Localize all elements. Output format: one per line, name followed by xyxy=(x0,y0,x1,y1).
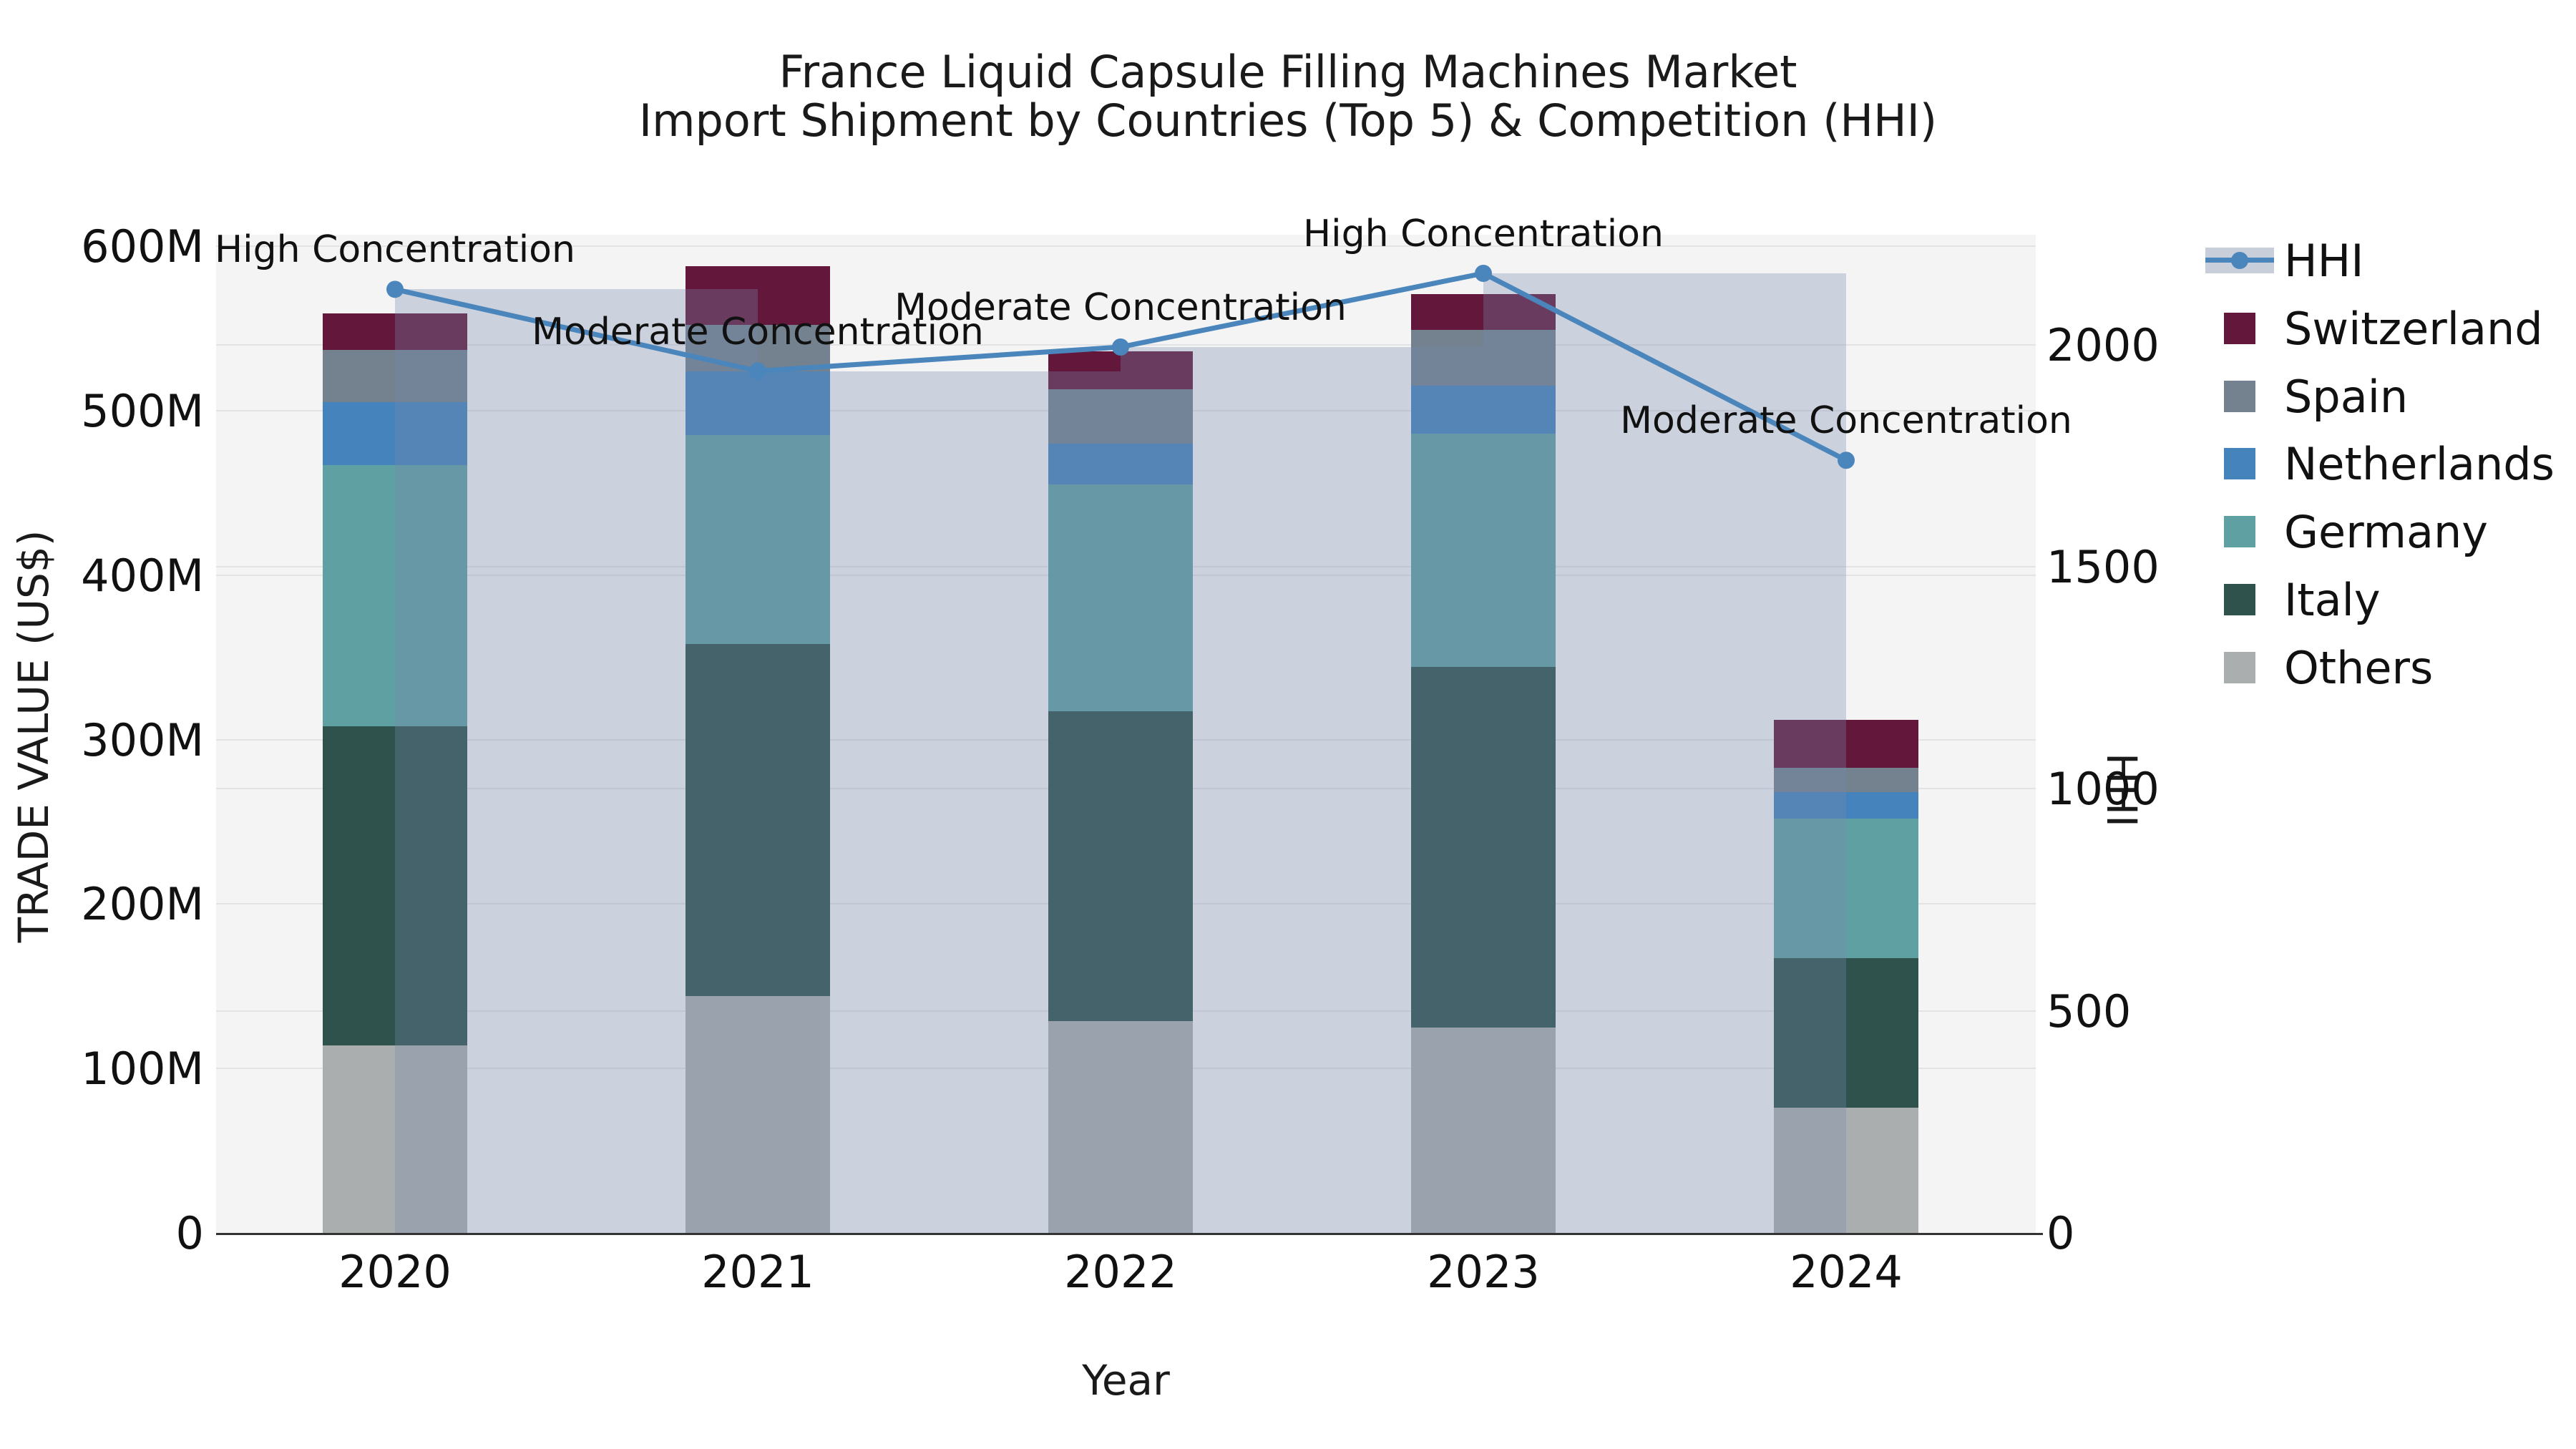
legend-swatch-others xyxy=(2224,651,2255,683)
hhi-marker-2024 xyxy=(1838,452,1855,469)
y-tick-left-300M: 300M xyxy=(81,713,204,766)
y-tick-left-100M: 100M xyxy=(81,1043,204,1096)
bar-segment-germany-2022 xyxy=(1048,484,1193,712)
bar-segment-netherlands-2023 xyxy=(1411,386,1556,434)
bar-segment-others-2020 xyxy=(323,1045,467,1233)
y-tick-right-0: 0 xyxy=(2046,1207,2075,1259)
bar-segment-netherlands-2024 xyxy=(1774,792,1918,819)
chart-title-line1: France Liquid Capsule Filling Machines M… xyxy=(779,46,1797,98)
bar-segment-others-2021 xyxy=(686,996,830,1233)
legend-label-hhi: HHI xyxy=(2284,235,2364,287)
x-axis-title: Year xyxy=(1082,1356,1170,1405)
y-tick-left-0: 0 xyxy=(175,1207,204,1259)
annotation-2022: Moderate Concentration xyxy=(894,286,1347,329)
bar-segment-netherlands-2022 xyxy=(1048,443,1193,485)
x-axis-line xyxy=(216,1233,2043,1235)
legend-label-switzerland: Switzerland xyxy=(2284,302,2543,355)
bar-segment-switzerland-2022 xyxy=(1048,351,1193,389)
hhi-step-area-2021 xyxy=(758,371,1121,1233)
y-tick-left-500M: 500M xyxy=(81,384,204,437)
bar-segment-spain-2023 xyxy=(1411,330,1556,386)
hhi-step-area-2020 xyxy=(395,289,758,1233)
bar-segment-italy-2020 xyxy=(323,726,467,1045)
bar-segment-switzerland-2024 xyxy=(1774,719,1918,768)
legend-label-italy: Italy xyxy=(2284,574,2381,626)
annotation-2020: High Concentration xyxy=(215,228,575,272)
legend-label-netherlands: Netherlands xyxy=(2284,438,2555,491)
bar-segment-switzerland-2021 xyxy=(686,265,830,326)
legend-swatch-spain xyxy=(2224,380,2255,412)
bar-segment-spain-2022 xyxy=(1048,389,1193,444)
bar-segment-others-2024 xyxy=(1774,1108,1918,1233)
x-tick-2024: 2024 xyxy=(1790,1246,1903,1298)
bar-segment-italy-2021 xyxy=(686,644,830,997)
annotation-2023: High Concentration xyxy=(1303,212,1664,255)
bar-segment-spain-2020 xyxy=(323,349,467,403)
bar-segment-others-2022 xyxy=(1048,1020,1193,1233)
y-tick-right-500: 500 xyxy=(2046,985,2132,1038)
hhi-step-area-2023 xyxy=(1483,273,1846,1233)
bar-segment-germany-2020 xyxy=(323,464,467,727)
legend-swatch-switzerland xyxy=(2224,312,2255,344)
hhi-marker-2023 xyxy=(1475,264,1492,282)
legend-label-spain: Spain xyxy=(2284,370,2409,423)
y-tick-left-600M: 600M xyxy=(81,220,204,273)
y-tick-right-1500: 1500 xyxy=(2046,541,2160,594)
bar-segment-netherlands-2020 xyxy=(323,402,467,465)
legend-swatch-netherlands xyxy=(2224,448,2255,480)
legend-label-germany: Germany xyxy=(2284,506,2488,559)
x-tick-2022: 2022 xyxy=(1064,1246,1177,1298)
y-tick-right-1000: 1000 xyxy=(2046,763,2160,816)
hhi-step-area-2022 xyxy=(1121,346,1483,1233)
y-tick-left-400M: 400M xyxy=(81,549,204,602)
annotation-2021: Moderate Concentration xyxy=(532,310,984,353)
y-tick-left-200M: 200M xyxy=(81,878,204,931)
bar-segment-germany-2021 xyxy=(686,435,830,645)
hhi-marker-2022 xyxy=(1112,338,1129,356)
x-tick-2020: 2020 xyxy=(338,1246,452,1298)
hhi-marker-2021 xyxy=(749,362,766,380)
bar-segment-switzerland-2020 xyxy=(323,313,467,350)
legend-label-others: Others xyxy=(2284,641,2434,694)
y-tick-right-2000: 2000 xyxy=(2046,318,2160,371)
gridline-left-600 xyxy=(216,245,2036,248)
bar-segment-italy-2022 xyxy=(1048,711,1193,1021)
bar-segment-others-2023 xyxy=(1411,1027,1556,1233)
bar-segment-germany-2023 xyxy=(1411,434,1556,668)
legend-swatch-italy xyxy=(2224,584,2255,615)
bar-segment-germany-2024 xyxy=(1774,818,1918,959)
bar-segment-italy-2024 xyxy=(1774,958,1918,1108)
x-tick-2023: 2023 xyxy=(1427,1246,1540,1298)
chart-title-line2: Import Shipment by Countries (Top 5) & C… xyxy=(638,94,1938,147)
bar-segment-netherlands-2021 xyxy=(686,371,830,436)
annotation-2024: Moderate Concentration xyxy=(1620,399,2072,443)
legend-swatch-germany xyxy=(2224,516,2255,548)
hhi-legend-marker xyxy=(2231,252,2248,269)
hhi-marker-2020 xyxy=(386,280,404,298)
bar-segment-spain-2024 xyxy=(1774,767,1918,793)
bar-segment-italy-2023 xyxy=(1411,667,1556,1028)
x-tick-2021: 2021 xyxy=(701,1246,814,1298)
